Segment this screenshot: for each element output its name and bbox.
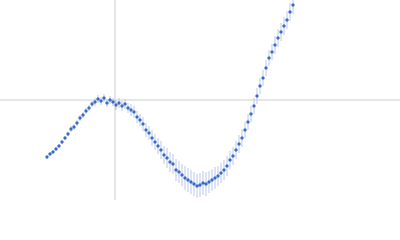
- data-point: [174, 168, 178, 172]
- data-point: [216, 174, 220, 178]
- data-point: [141, 122, 145, 126]
- data-point: [144, 128, 148, 132]
- data-point: [252, 104, 256, 108]
- data-point: [282, 24, 286, 28]
- data-point: [60, 140, 64, 144]
- data-point: [267, 56, 271, 60]
- data-point: [255, 94, 259, 98]
- data-point: [234, 148, 238, 152]
- data-point: [105, 101, 109, 105]
- data-point: [48, 152, 52, 156]
- data-point: [123, 102, 127, 106]
- data-point: [75, 121, 79, 125]
- data-point: [108, 98, 112, 102]
- data-point: [54, 147, 58, 151]
- chart: [0, 0, 400, 200]
- data-point: [291, 3, 295, 7]
- data-point: [117, 101, 121, 105]
- data-point: [285, 18, 289, 22]
- data-point: [243, 128, 247, 132]
- data-point: [111, 100, 115, 104]
- data-point: [177, 170, 181, 174]
- data-point: [231, 154, 235, 158]
- data-point: [183, 176, 187, 180]
- data-point: [93, 100, 97, 104]
- data-point: [96, 97, 100, 101]
- data-point: [276, 36, 280, 40]
- data-point: [210, 178, 214, 182]
- data-point: [213, 176, 217, 180]
- data-point: [81, 113, 85, 117]
- data-point: [219, 171, 223, 175]
- data-point: [249, 112, 253, 116]
- data-point: [165, 156, 169, 160]
- data-point: [78, 116, 82, 120]
- data-point: [57, 144, 61, 148]
- data-point: [246, 120, 250, 124]
- data-point: [204, 182, 208, 186]
- data-point: [171, 162, 175, 166]
- data-point: [120, 104, 124, 108]
- data-point: [126, 106, 130, 110]
- data-point: [69, 127, 73, 131]
- data-point: [288, 10, 292, 14]
- data-point: [273, 43, 277, 47]
- data-point: [135, 115, 139, 119]
- data-point: [45, 155, 49, 159]
- data-point: [102, 96, 106, 100]
- data-point: [222, 168, 226, 172]
- data-point: [189, 180, 193, 184]
- data-point: [207, 180, 211, 184]
- data-point: [240, 136, 244, 140]
- data-point: [72, 125, 76, 129]
- data-point: [186, 178, 190, 182]
- data-point: [201, 181, 205, 185]
- data-point: [129, 108, 133, 112]
- data-point: [114, 103, 118, 107]
- data-point: [51, 150, 55, 154]
- data-point: [225, 164, 229, 168]
- data-point: [66, 132, 70, 136]
- data-point: [264, 66, 268, 70]
- data-point: [150, 136, 154, 140]
- data-point: [147, 131, 151, 135]
- data-point: [84, 109, 88, 113]
- data-point: [279, 30, 283, 34]
- data-point: [198, 183, 202, 187]
- data-point: [87, 106, 91, 110]
- data-point: [228, 158, 232, 162]
- data-point: [99, 99, 103, 103]
- data-point: [162, 153, 166, 157]
- data-point: [156, 144, 160, 148]
- data-point: [138, 118, 142, 122]
- data-point: [261, 76, 265, 80]
- data-point: [195, 184, 199, 188]
- data-point: [192, 182, 196, 186]
- data-point: [258, 84, 262, 88]
- data-point: [180, 173, 184, 177]
- data-point: [270, 50, 274, 54]
- data-point: [237, 142, 241, 146]
- data-point: [153, 140, 157, 144]
- data-point: [159, 148, 163, 152]
- data-point: [90, 102, 94, 106]
- data-point: [168, 160, 172, 164]
- data-point: [63, 136, 67, 140]
- data-point: [132, 110, 136, 114]
